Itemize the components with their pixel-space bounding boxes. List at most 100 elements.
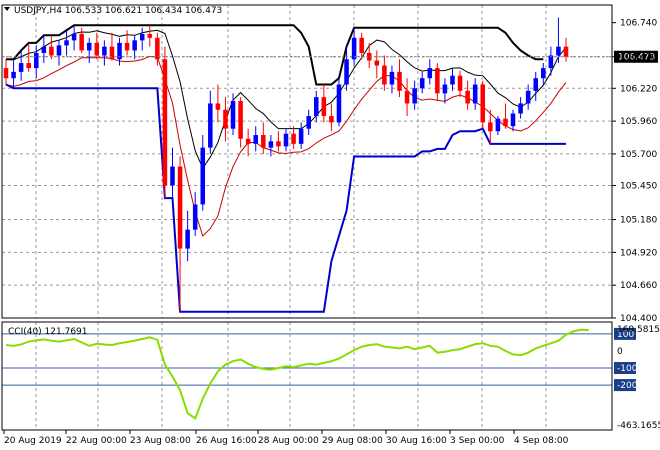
- cci-panel-border: [1, 321, 613, 431]
- candle-body: [404, 90, 410, 104]
- candle-body: [41, 46, 47, 53]
- candle: [192, 191, 198, 236]
- y-tick-label: 105.700: [620, 150, 657, 160]
- candle: [18, 50, 24, 81]
- candle-body: [102, 46, 107, 56]
- y-tick-label: 104.400: [620, 314, 657, 324]
- lower-band-line: [5, 55, 567, 237]
- candle: [132, 35, 137, 60]
- candle-body: [71, 34, 77, 41]
- candle-body: [283, 133, 289, 147]
- grid-lines: [2, 5, 612, 430]
- candle-body: [450, 75, 455, 85]
- candle: [215, 84, 221, 123]
- candle: [488, 109, 493, 144]
- candle: [329, 103, 334, 132]
- y-tick-label: 105.450: [620, 181, 657, 191]
- axis-labels: 106.740 106.470 106.220 105.960 105.700 105.4…: [4, 19, 660, 446]
- candle: [404, 78, 410, 117]
- candle: [495, 116, 501, 135]
- candle-body: [253, 134, 258, 144]
- candle: [102, 40, 107, 66]
- candle: [366, 42, 372, 69]
- x-tick-label: 20 Aug 2019: [4, 436, 62, 446]
- cci-tick-label: -463.1655: [617, 421, 660, 431]
- cci-indicator: 100 -100 -200: [2, 327, 638, 420]
- candle-body: [397, 71, 402, 91]
- candle-body: [139, 34, 145, 41]
- candle-body: [276, 141, 281, 147]
- current-price-tag-bg: [614, 50, 658, 63]
- candle: [450, 68, 455, 91]
- candle: [412, 80, 417, 110]
- candle: [503, 103, 508, 129]
- candle: [11, 60, 16, 89]
- candle: [208, 90, 213, 154]
- x-tick-label: 23 Aug 08:00: [130, 436, 191, 446]
- candle-body: [245, 138, 251, 144]
- candle-body: [79, 34, 84, 51]
- candle: [336, 78, 342, 127]
- candle-body: [208, 103, 213, 148]
- candle-body: [268, 141, 274, 148]
- candle: [374, 50, 380, 79]
- candle: [321, 84, 327, 123]
- support-line: [5, 83, 566, 313]
- x-tick-label: 30 Aug 16:00: [386, 436, 447, 446]
- candle: [556, 17, 561, 64]
- cci-tick-label: 0: [617, 347, 623, 357]
- candle: [79, 27, 84, 53]
- candle-body: [503, 118, 508, 127]
- candle-body: [382, 65, 387, 85]
- candle-body: [147, 34, 153, 38]
- candle: [177, 156, 183, 312]
- cci-line: [5, 328, 589, 420]
- candle: [109, 32, 115, 61]
- candle: [253, 126, 258, 152]
- candle: [117, 37, 122, 66]
- candle-body: [336, 84, 342, 123]
- candle: [306, 109, 311, 135]
- candle: [124, 30, 130, 56]
- axes: 106.473: [1, 4, 658, 434]
- y-tick-label: 106.220: [620, 84, 657, 94]
- candle: [34, 45, 39, 79]
- candle-body: [374, 60, 380, 66]
- candle-body: [34, 52, 39, 69]
- candles: [3, 17, 569, 312]
- candle-body: [291, 133, 296, 144]
- candle: [155, 32, 160, 66]
- x-tick-label: 29 Aug 08:00: [322, 436, 383, 446]
- x-tick-label: 4 Sep 08:00: [514, 436, 569, 446]
- candle-body: [117, 42, 122, 60]
- y-tick-label: 105.180: [620, 216, 657, 226]
- candle-body: [556, 46, 561, 56]
- candle-body: [457, 75, 463, 91]
- candle-body: [109, 46, 115, 60]
- candle-body: [442, 84, 448, 94]
- candle: [314, 90, 319, 123]
- candle: [427, 59, 433, 85]
- candle: [185, 210, 190, 262]
- candle-body: [170, 166, 175, 186]
- candle-body: [261, 134, 266, 148]
- candle: [86, 37, 92, 64]
- cci-title: CCI(40) 121.7691: [8, 327, 88, 337]
- y-tick-label: 106.470: [620, 53, 657, 63]
- candle-body: [185, 229, 190, 249]
- candle: [480, 80, 486, 129]
- candle: [442, 78, 448, 104]
- candle-body: [419, 78, 425, 89]
- candle-body: [230, 100, 236, 129]
- x-tick-label: 22 Aug 00:00: [66, 436, 127, 446]
- candle-body: [344, 59, 349, 85]
- candle-body: [155, 37, 160, 60]
- dropdown-triangle-icon[interactable]: [4, 7, 10, 11]
- candle: [465, 80, 470, 110]
- candle-body: [480, 84, 486, 123]
- candle-body: [533, 78, 538, 91]
- candle-body: [94, 42, 100, 56]
- candle-body: [351, 37, 357, 60]
- candle: [344, 46, 349, 91]
